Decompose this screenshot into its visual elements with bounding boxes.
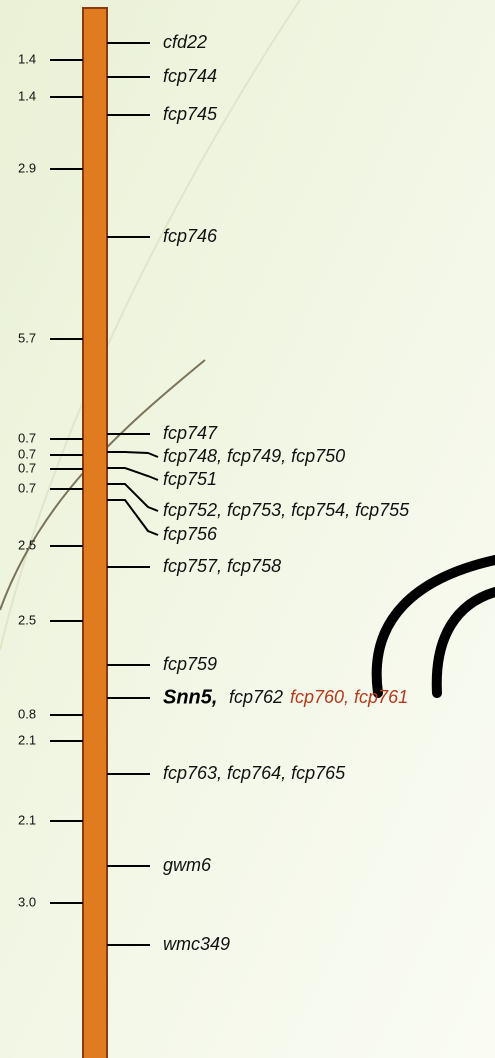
marker-label: gwm6 bbox=[163, 855, 212, 875]
marker-label: fcp751 bbox=[163, 469, 217, 489]
background bbox=[0, 0, 495, 1058]
interval-label: 0.7 bbox=[18, 480, 36, 495]
marker-label: cfd22 bbox=[163, 32, 207, 52]
marker-label: fcp752, fcp753, fcp754, fcp755 bbox=[163, 500, 410, 520]
interval-label: 0.7 bbox=[18, 430, 36, 445]
interval-label: 2.5 bbox=[18, 612, 36, 627]
interval-label: 2.5 bbox=[18, 537, 36, 552]
marker-label: fcp757, fcp758 bbox=[163, 556, 281, 576]
interval-label: 2.1 bbox=[18, 732, 36, 747]
marker-label: fcp763, fcp764, fcp765 bbox=[163, 763, 346, 783]
gene-label: Snn5, bbox=[163, 686, 217, 708]
interval-label: 0.7 bbox=[18, 460, 36, 475]
interval-label: 1.4 bbox=[18, 51, 36, 66]
marker-label: wmc349 bbox=[163, 934, 230, 954]
interval-label: 1.4 bbox=[18, 88, 36, 103]
interval-label: 0.8 bbox=[18, 706, 36, 721]
marker-label: fcp744 bbox=[163, 66, 217, 86]
interval-label: 2.9 bbox=[18, 160, 36, 175]
interval-label: 5.7 bbox=[18, 330, 36, 345]
marker-label: fcp745 bbox=[163, 104, 218, 124]
marker-label: fcp762 bbox=[229, 687, 283, 707]
genetic-map: 1.41.42.95.70.70.70.70.72.52.50.82.12.13… bbox=[0, 0, 495, 1058]
marker-label: fcp746 bbox=[163, 226, 218, 246]
interval-label: 3.0 bbox=[18, 894, 36, 909]
highlighted-markers: fcp760, fcp761 bbox=[290, 687, 408, 707]
marker-label: fcp748, fcp749, fcp750 bbox=[163, 446, 345, 466]
marker-label: fcp759 bbox=[163, 654, 217, 674]
interval-label: 0.7 bbox=[18, 446, 36, 461]
chromosome bbox=[83, 8, 107, 1058]
marker-label: fcp756 bbox=[163, 524, 218, 544]
marker-label: fcp747 bbox=[163, 423, 218, 443]
interval-label: 2.1 bbox=[18, 812, 36, 827]
